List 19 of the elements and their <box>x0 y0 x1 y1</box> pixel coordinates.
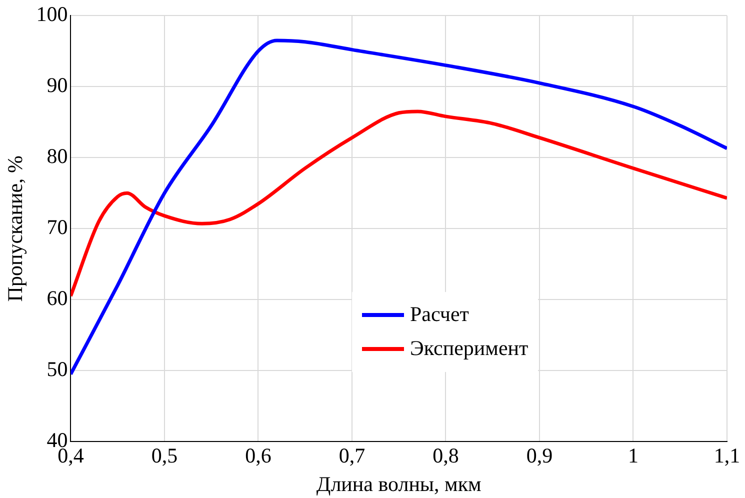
y-axis-title: Пропускание, % <box>3 155 28 302</box>
y-tick-label: 70 <box>46 215 68 240</box>
line-series <box>70 38 727 376</box>
y-tick-label: 60 <box>46 286 68 310</box>
x-tick-label: 0,6 <box>245 444 272 468</box>
legend-label: Расчет <box>410 302 469 328</box>
legend-label: Эксперимент <box>410 336 528 362</box>
y-tick-label: 50 <box>46 357 68 382</box>
line-series <box>70 110 727 298</box>
x-tick-label: 0,7 <box>338 444 366 468</box>
y-tick-label: 80 <box>46 144 68 168</box>
y-tick-label: 100 <box>36 2 68 26</box>
x-axis-title: Длина волны, мкм <box>316 472 482 496</box>
x-tick-label: 0,8 <box>432 444 459 468</box>
x-tick-label: 0,5 <box>151 444 178 468</box>
x-tick-label: 1,1 <box>714 444 740 468</box>
y-tick-label: 90 <box>46 73 68 98</box>
x-tick-label: 0,9 <box>526 444 553 468</box>
x-tick-label: 1 <box>628 444 638 468</box>
